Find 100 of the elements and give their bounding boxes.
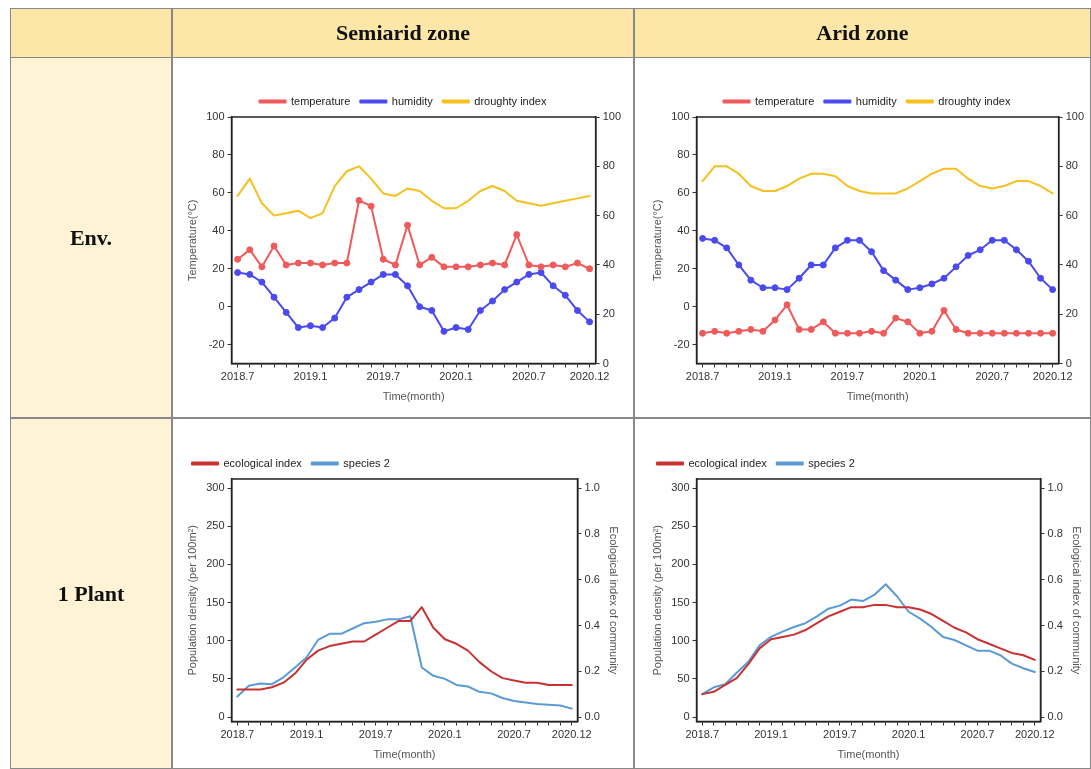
x-tick-label: 2020.12 <box>569 370 610 383</box>
point <box>783 286 791 294</box>
y-tick-label: 40 <box>677 223 690 236</box>
point <box>391 270 399 278</box>
x-tick-label: 2020.12 <box>551 728 592 741</box>
point <box>964 329 972 337</box>
y-axis-title: Temperature(°C) <box>650 199 663 282</box>
x-tick-label: 2019.1 <box>754 728 788 741</box>
legend-label: ecological index <box>688 456 768 469</box>
y-tick-label: 250 <box>206 519 225 532</box>
point <box>561 291 569 299</box>
point <box>464 263 472 271</box>
x-tick-label: 2020.1 <box>439 370 473 383</box>
point <box>795 325 803 333</box>
point <box>416 261 424 269</box>
point <box>404 221 412 229</box>
y2-axis-title: Ecological index of community <box>608 526 621 675</box>
y2-tick-label: 60 <box>602 208 615 221</box>
y-tick-label: 40 <box>212 223 225 236</box>
point <box>428 253 436 261</box>
point <box>831 244 839 252</box>
point <box>488 297 496 305</box>
legend-label: temperature <box>755 94 815 107</box>
point <box>355 196 363 204</box>
point <box>306 322 314 330</box>
point <box>343 259 351 267</box>
point <box>1037 329 1045 337</box>
y-axis-title: Population density (per 100m²) <box>185 525 198 676</box>
point <box>452 263 460 271</box>
point <box>573 259 581 267</box>
point <box>234 269 242 277</box>
point <box>795 274 803 282</box>
y2-tick-label: 0.0 <box>1047 710 1063 723</box>
legend-label: droughty index <box>474 94 547 107</box>
legend-label: ecological index <box>223 456 303 469</box>
point <box>391 261 399 269</box>
point <box>428 306 436 314</box>
point <box>699 329 707 337</box>
y-tick-label: 20 <box>212 261 225 274</box>
y2-tick-label: 100 <box>602 110 622 123</box>
y-tick-label: -20 <box>673 337 690 350</box>
x-axis-title: Time(month) <box>846 390 909 403</box>
point <box>856 329 863 337</box>
point <box>771 316 779 324</box>
x-tick-label: 2020.1 <box>428 728 462 741</box>
x-tick-label: 2018.7 <box>220 370 255 383</box>
y-tick-label: 60 <box>212 185 225 198</box>
point <box>306 259 314 267</box>
point <box>988 329 996 337</box>
point <box>856 236 863 244</box>
text: Semiarid zone <box>336 20 470 46</box>
point <box>819 318 827 326</box>
point <box>488 259 496 267</box>
x-tick-label: 2019.1 <box>289 728 324 741</box>
x-tick-label: 2019.1 <box>293 370 328 383</box>
point <box>452 324 460 332</box>
point <box>1012 329 1020 337</box>
point <box>904 318 912 326</box>
y2-tick-label: 80 <box>602 159 615 172</box>
y2-tick-label: 0 <box>1065 356 1072 369</box>
y-tick-label: 80 <box>677 147 690 160</box>
y-tick-label: 300 <box>206 481 225 494</box>
point <box>246 270 254 278</box>
point <box>1000 236 1008 244</box>
y-tick-label: -20 <box>208 337 225 350</box>
point <box>586 318 594 326</box>
point <box>367 202 375 210</box>
point <box>234 255 242 263</box>
x-axis-title: Time(month) <box>373 748 436 761</box>
point <box>246 246 254 254</box>
y-tick-label: 60 <box>677 185 690 198</box>
point <box>843 236 851 244</box>
point <box>586 265 594 273</box>
y-tick-label: 200 <box>671 557 690 570</box>
y2-axis-title: Ecological index of community <box>1071 526 1084 675</box>
point <box>282 261 290 269</box>
point <box>711 236 719 244</box>
point <box>258 278 266 286</box>
point <box>537 263 545 271</box>
point <box>343 293 351 301</box>
point <box>573 306 581 314</box>
x-tick-label: 2020.1 <box>891 728 926 741</box>
point <box>440 263 448 271</box>
y2-tick-label: 100 <box>1065 110 1085 123</box>
x-tick-label: 2020.12 <box>1014 728 1055 741</box>
y-axis-title: Population density (per 100m²) <box>650 525 663 676</box>
y2-tick-label: 0 <box>602 356 609 369</box>
point <box>294 324 302 332</box>
legend-label: species 2 <box>808 456 855 469</box>
y-tick-label: 50 <box>212 671 225 684</box>
x-tick-label: 2019.1 <box>758 370 792 383</box>
y-tick-label: 250 <box>671 519 690 532</box>
point <box>319 324 327 332</box>
x-tick-label: 2020.1 <box>903 370 937 383</box>
point <box>892 276 900 284</box>
point <box>735 261 743 269</box>
y2-tick-label: 0.8 <box>1047 526 1063 539</box>
point <box>940 274 948 282</box>
point <box>880 267 888 275</box>
point <box>282 308 290 316</box>
